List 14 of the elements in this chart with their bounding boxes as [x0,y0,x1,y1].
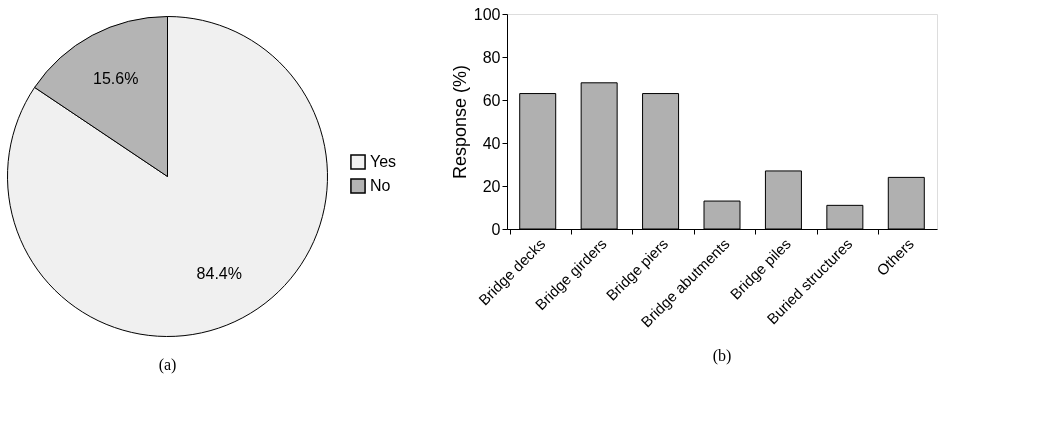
y-tick-label: 60 [482,91,501,109]
text: (a) [158,356,177,374]
y-tick-label: 40 [482,134,501,152]
legend-label: Yes [370,153,397,170]
data-label: 15.6% [93,70,139,88]
y-axis-title: Response (%) [449,64,470,180]
y-tick-label: 80 [482,48,501,66]
y-tick-label: 0 [491,220,501,238]
y-tick-label: 100 [473,5,501,23]
legend-label: No [370,177,391,194]
data-label: 84.4% [196,264,242,282]
text: (b) [712,346,732,365]
y-tick-label: 20 [482,177,501,195]
pie-slice [7,16,328,337]
